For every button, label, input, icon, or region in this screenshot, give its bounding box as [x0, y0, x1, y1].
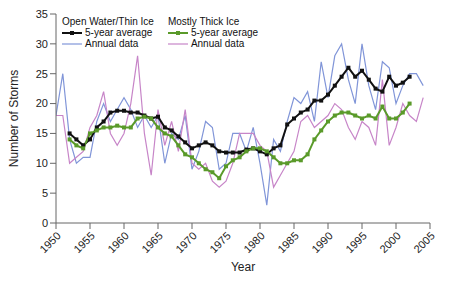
svg-text:0: 0 [42, 217, 48, 229]
svg-text:1970: 1970 [173, 229, 199, 255]
svg-text:5: 5 [42, 187, 48, 199]
html-text:Annual data: Annual data [85, 38, 139, 49]
svg-text:1990: 1990 [309, 229, 335, 255]
svg-text:15: 15 [36, 127, 48, 139]
svg-text:25: 25 [36, 68, 48, 80]
svg-text:2000: 2000 [377, 229, 403, 255]
html-text:5-year average: 5-year average [85, 27, 153, 38]
svg-text:10: 10 [36, 157, 48, 169]
svg-text:1955: 1955 [71, 229, 97, 255]
svg-text:1980: 1980 [241, 229, 267, 255]
html-text:5-year average: 5-year average [190, 27, 259, 38]
html-text:Annual data: Annual data [190, 38, 245, 49]
svg-text:1960: 1960 [105, 229, 131, 255]
svg-text:2005: 2005 [411, 229, 437, 255]
svg-text:30: 30 [36, 38, 48, 50]
svg-text:1985: 1985 [275, 229, 301, 255]
svg-text:1950: 1950 [37, 229, 63, 255]
svg-text:1975: 1975 [207, 229, 233, 255]
svg-text:20: 20 [36, 97, 48, 109]
svg-text:1995: 1995 [343, 229, 369, 255]
svg-text:Year: Year [231, 260, 255, 274]
svg-text:35: 35 [36, 8, 48, 20]
html-text:Mostly Thick Ice: Mostly Thick Ice [167, 16, 240, 27]
html-text:Open Water/Thin Ice: Open Water/Thin Ice [62, 16, 154, 27]
svg-text:Number of Storms: Number of Storms [8, 70, 21, 167]
svg-text:1965: 1965 [139, 229, 165, 255]
